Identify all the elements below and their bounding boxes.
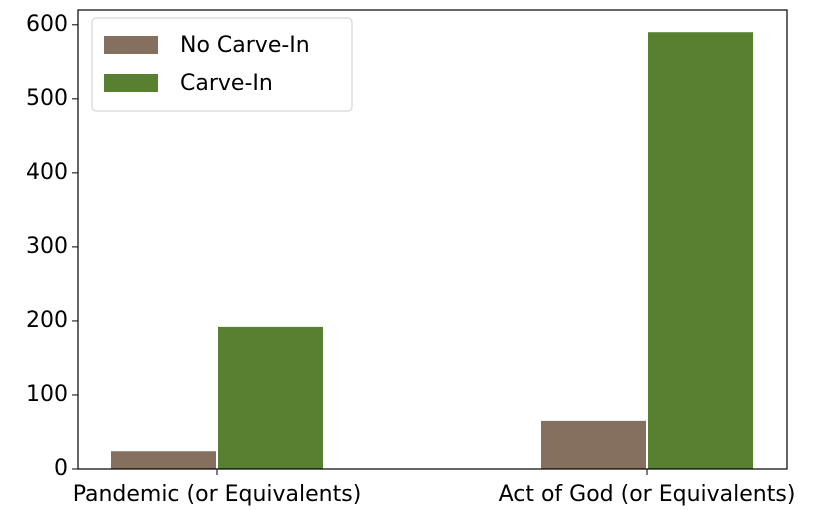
x-tick-label: Act of God (or Equivalents) (499, 482, 796, 507)
legend-swatch (104, 74, 158, 92)
bar (648, 32, 753, 469)
bar (218, 326, 323, 469)
bar (541, 420, 646, 469)
bar (111, 451, 216, 469)
y-tick-label: 400 (26, 160, 68, 185)
x-tick-label: Pandemic (or Equivalents) (73, 482, 362, 507)
plot-frame (77, 9, 788, 470)
y-tick-label: 500 (26, 86, 68, 111)
y-tick-label: 0 (54, 456, 68, 481)
y-tick-label: 200 (26, 308, 68, 333)
y-tick-label: 300 (26, 234, 68, 259)
legend-label: Carve-In (180, 71, 273, 96)
legend-label: No Carve-In (180, 33, 310, 58)
legend-swatch (104, 36, 158, 54)
legend-box (91, 17, 353, 112)
y-tick-label: 600 (26, 12, 68, 37)
y-tick-label: 100 (26, 382, 68, 407)
